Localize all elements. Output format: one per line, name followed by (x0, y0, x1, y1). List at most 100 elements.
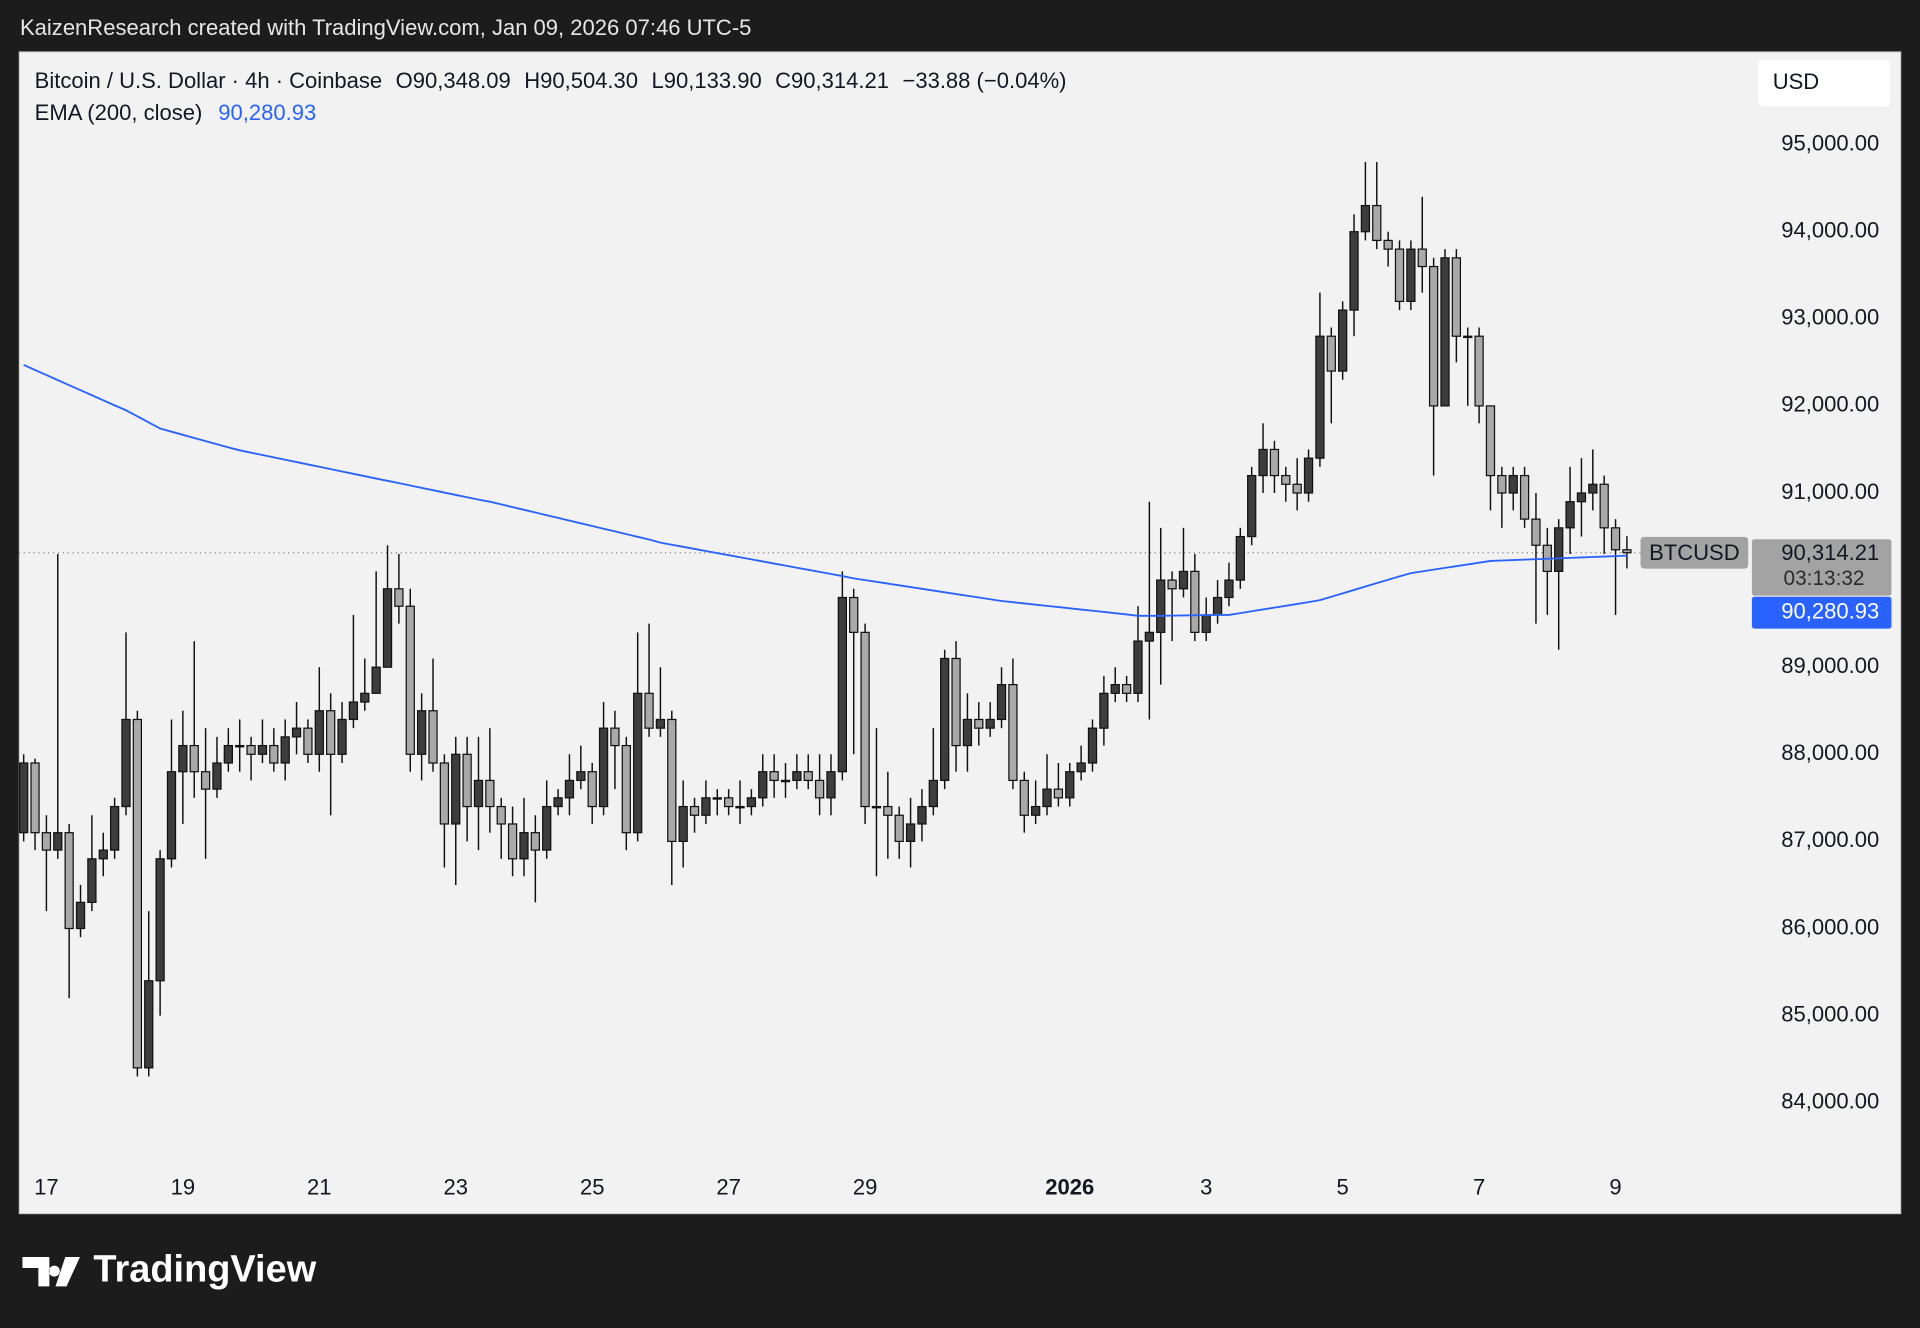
candle-body (644, 692, 654, 729)
candle-body (905, 823, 916, 843)
candle-body (246, 744, 256, 755)
candle-body (1133, 640, 1143, 694)
x-tick-label: 2026 (1045, 1174, 1094, 1199)
y-tick-label: 95,000.00 (1781, 130, 1879, 155)
candle-body (1201, 614, 1211, 633)
candle-body (1451, 257, 1462, 337)
currency[interactable]: USD (1773, 69, 1819, 94)
candle-body (746, 797, 757, 808)
candle-body (1281, 474, 1291, 485)
candle-body (701, 797, 711, 816)
candle-body (1349, 231, 1359, 311)
candle-body (1031, 805, 1041, 816)
candle-body (1019, 779, 1029, 816)
candle-body (962, 718, 973, 747)
candle-body (940, 657, 950, 782)
candle-body (337, 718, 347, 755)
candle-body (667, 718, 677, 843)
candle-body (235, 744, 245, 748)
candle-body (553, 797, 563, 808)
candle-body (451, 753, 461, 825)
currency-button[interactable] (1758, 59, 1891, 107)
candle-body (849, 596, 859, 633)
candle-body (53, 832, 63, 851)
candle-body (1212, 596, 1223, 616)
ema-legend: EMA (200, close) 90,280.93 (35, 100, 317, 125)
candle-body (985, 718, 995, 729)
candle-body (1599, 483, 1609, 529)
y-tick-label: 88,000.00 (1781, 740, 1879, 765)
candle-body (371, 666, 381, 694)
candle-body (735, 805, 745, 809)
candle-body (1554, 527, 1564, 572)
candle-body (439, 762, 450, 825)
candle-body (257, 744, 268, 755)
candle-body (269, 744, 279, 764)
legend-symbol: Bitcoin / U.S. Dollar · 4h · Coinbase (35, 68, 383, 93)
candle-body (1428, 265, 1439, 407)
y-tick-label: 91,000.00 (1781, 479, 1879, 504)
x-tick-label: 3 (1200, 1174, 1212, 1199)
candle-body (496, 805, 506, 825)
candle-body (1417, 248, 1427, 268)
candle-body (1497, 474, 1507, 494)
candle-body (291, 727, 302, 738)
candle-body (1178, 570, 1189, 590)
candle-body (621, 744, 631, 834)
candle-body (598, 727, 609, 808)
candle-body (689, 805, 700, 816)
ema-badge (1751, 596, 1892, 629)
candle-body (416, 710, 427, 755)
y-tick-label: 85,000.00 (1781, 1001, 1879, 1026)
candle-body (223, 744, 233, 764)
symbol-badge-text: BTCUSD (1649, 540, 1740, 565)
candle-body (610, 727, 620, 747)
candle-body (1394, 248, 1405, 302)
ema-name: EMA (200, close) (35, 100, 203, 125)
legend-change: −33.88 (−0.04%) (902, 68, 1066, 93)
x-tick-label: 5 (1337, 1174, 1349, 1199)
candle-body (1144, 631, 1155, 642)
candle-body (1053, 788, 1064, 799)
x-tick-label: 19 (171, 1174, 196, 1199)
candle-body (360, 692, 370, 703)
candle-body (1110, 684, 1120, 694)
last-price-badge (1751, 539, 1892, 596)
candle-body (633, 692, 643, 834)
candle-body (144, 980, 154, 1069)
candle-body (1087, 727, 1098, 764)
candle-body (803, 771, 813, 782)
y-tick-label: 93,000.00 (1781, 305, 1879, 330)
candle-body (1519, 474, 1530, 520)
logo-text: TradingView (93, 1249, 316, 1291)
candle-body (974, 718, 984, 729)
candle-body (1485, 405, 1496, 477)
candle-body (326, 710, 336, 755)
legend-low: L90,133.90 (652, 68, 762, 93)
candle-body (587, 771, 597, 808)
ema-value: 90,280.93 (218, 100, 316, 125)
candle-body (871, 805, 882, 809)
legend-close: C90,314.21 (775, 68, 889, 93)
candle-body (1224, 579, 1234, 599)
candle-body (75, 901, 86, 930)
candle-body (1622, 549, 1632, 554)
candle-body (1372, 204, 1382, 242)
candle-body (132, 718, 143, 1069)
ema-badge-text: 90,280.93 (1781, 599, 1879, 624)
candle-body (200, 771, 211, 790)
candle-body (1315, 335, 1325, 459)
candle-body (758, 771, 768, 799)
candle-body (1099, 692, 1109, 729)
y-tick-label: 86,000.00 (1781, 914, 1879, 939)
x-tick-label: 25 (580, 1174, 605, 1199)
candle-body (1269, 448, 1280, 477)
candle-body (348, 701, 359, 721)
candle-body (1065, 771, 1075, 799)
candle-body (860, 631, 870, 808)
candle-body (519, 832, 529, 860)
candle-body (917, 805, 927, 825)
candle-body (109, 805, 120, 851)
x-tick-label: 17 (34, 1174, 59, 1199)
